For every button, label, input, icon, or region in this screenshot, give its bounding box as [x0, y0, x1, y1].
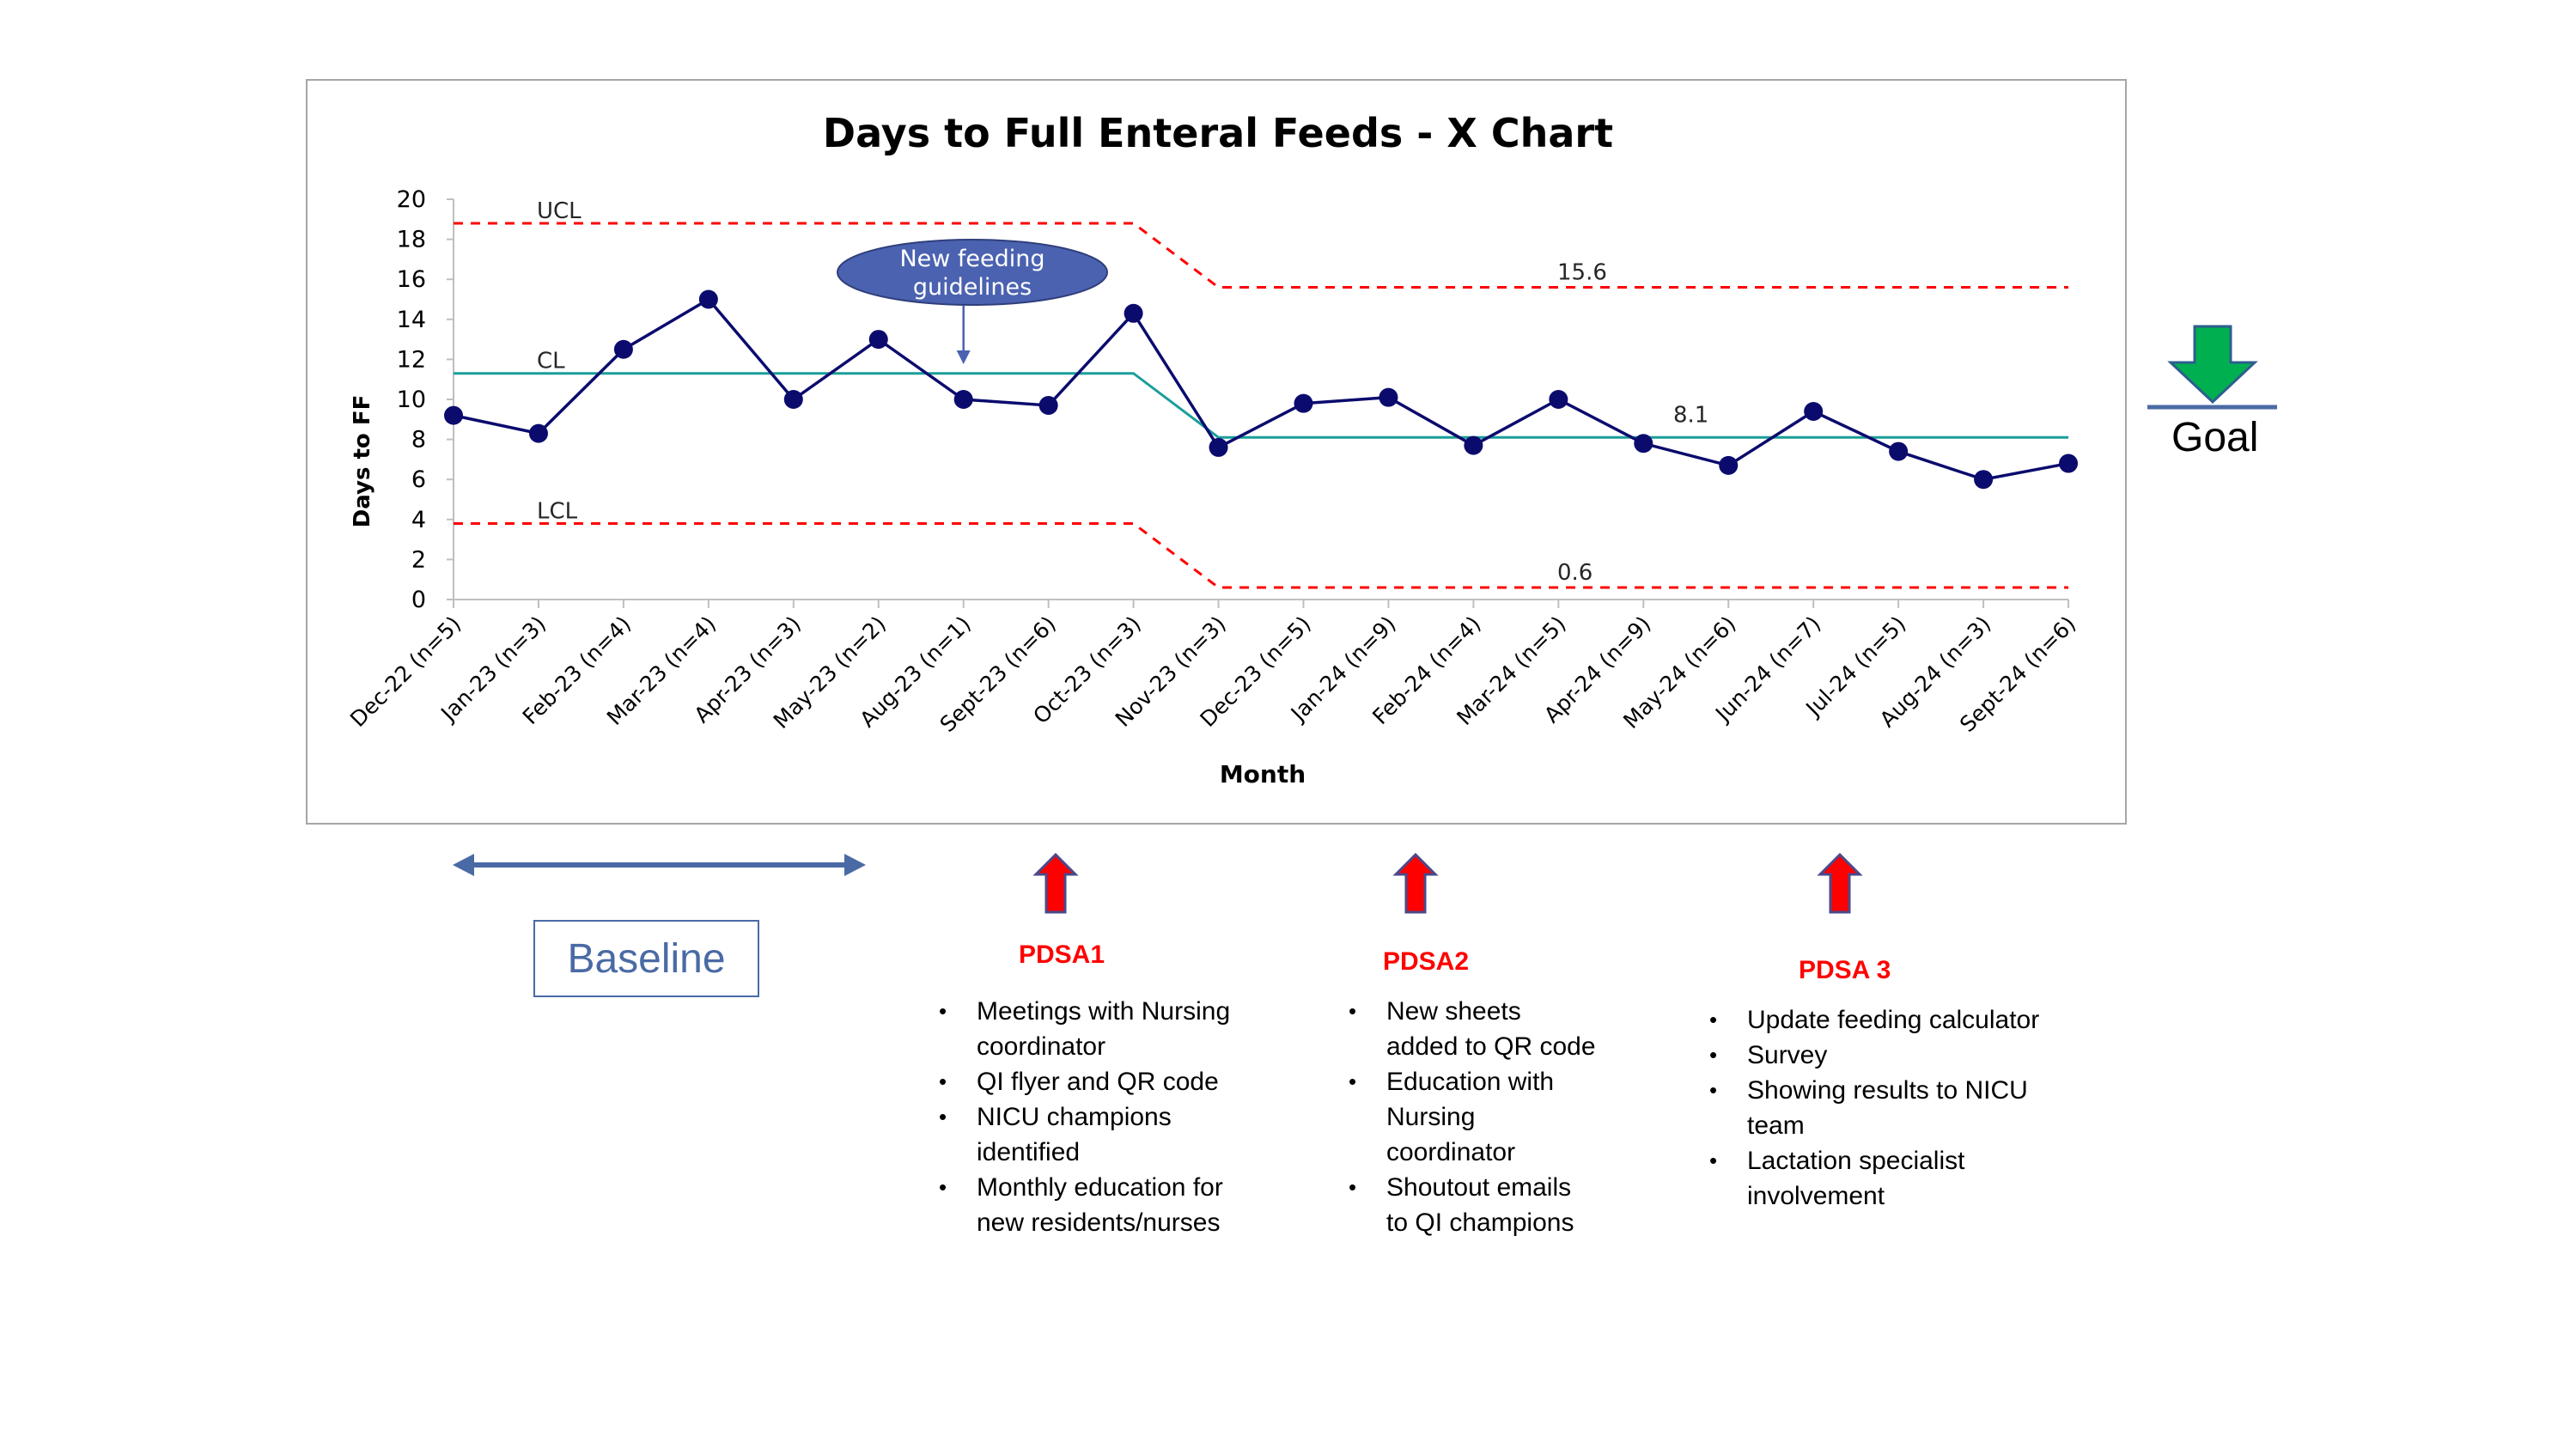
ucl-line — [454, 222, 2069, 289]
list-item: Shoutout emails to QI champions — [1349, 1170, 1598, 1240]
y-tick-label: 0 — [411, 587, 426, 613]
cl-label: CL — [537, 349, 565, 374]
pdsa3-title: PDSA 3 — [1799, 956, 1891, 984]
data-series — [444, 289, 2079, 490]
y-tick-label: 2 — [411, 546, 426, 573]
chart-frame: Days to Full Enteral Feeds - X Chart 0 2 4… — [306, 79, 2127, 825]
y-tick-label: 20 — [397, 186, 426, 213]
list-item: Meetings with Nursing coordinator — [939, 994, 1248, 1064]
data-point — [1209, 437, 1228, 457]
data-point — [1889, 441, 1909, 461]
pdsa3-list: Update feeding calculator Survey Showing… — [1709, 1002, 2053, 1214]
y-tick-label: 14 — [397, 307, 426, 333]
lcl-label: LCL — [537, 498, 578, 524]
data-point — [1379, 387, 1398, 407]
list-item: NICU champions identified — [939, 1099, 1248, 1170]
data-point — [698, 289, 718, 309]
annotation-text-line1: New feeding — [899, 246, 1044, 272]
data-point — [444, 405, 463, 425]
pdsa1-arrow-icon — [1032, 852, 1079, 914]
data-point — [1464, 435, 1483, 455]
ucl-value-label: 15.6 — [1557, 260, 1607, 286]
data-point — [868, 330, 888, 350]
baseline-label: Baseline — [533, 920, 759, 997]
list-item: New sheets added to QR code — [1349, 994, 1598, 1064]
control-chart: Days to Full Enteral Feeds - X Chart 0 2 4… — [345, 110, 2080, 788]
ucl-label: UCL — [537, 198, 582, 224]
y-tick-label: 8 — [411, 427, 426, 454]
lcl-value-label: 0.6 — [1557, 560, 1592, 586]
pdsa2-title: PDSA2 — [1383, 947, 1470, 976]
lcl-line — [454, 521, 2069, 589]
data-point — [1124, 303, 1143, 323]
cl-value-label: 8.1 — [1673, 402, 1708, 428]
pdsa1-title: PDSA1 — [1019, 941, 1105, 969]
data-point — [528, 423, 548, 443]
y-tick-label: 10 — [397, 387, 426, 413]
annotation-pointer-head — [956, 350, 971, 364]
data-point — [953, 390, 973, 409]
list-item: Education with Nursing coordinator — [1349, 1064, 1598, 1170]
goal-down-arrow-icon — [2147, 325, 2277, 410]
control-limits: UCL CL LCL 15.6 8.1 0.6 — [454, 198, 2069, 589]
data-point — [1634, 434, 1653, 454]
pdsa2-arrow-icon — [1392, 852, 1439, 914]
data-point — [1974, 470, 1994, 490]
data-point — [1294, 393, 1313, 413]
pdsa1-list: Meetings with Nursing coordinator QI fly… — [939, 994, 1248, 1240]
list-item: Lactation specialist involvement — [1709, 1143, 2053, 1214]
series-line — [453, 297, 2069, 482]
x-axis-label: Month — [1220, 760, 1306, 788]
y-axis: 0 2 4 6 8 10 12 14 16 18 20 — [397, 186, 454, 613]
data-point — [783, 390, 803, 409]
baseline-double-arrow — [453, 854, 866, 876]
data-point — [1038, 395, 1058, 415]
y-tick-label: 4 — [411, 507, 426, 533]
data-point — [1804, 401, 1824, 421]
list-item: Update feeding calculator — [1709, 1002, 2053, 1038]
pdsa2-list: New sheets added to QR code Education wi… — [1349, 994, 1598, 1240]
y-tick-label: 18 — [397, 227, 426, 253]
data-point — [1719, 455, 1739, 475]
y-tick-label: 6 — [411, 466, 426, 493]
cl-line — [454, 372, 2069, 439]
list-item: Survey — [1709, 1038, 2053, 1073]
y-axis-label: Days to FF — [350, 395, 375, 528]
data-point — [2059, 454, 2079, 473]
y-tick-label: 12 — [397, 346, 426, 373]
chart-title: Days to Full Enteral Feeds - X Chart — [823, 110, 1613, 156]
annotation-text-line2: guidelines — [913, 274, 1032, 301]
list-item: Monthly education for new residents/nurs… — [939, 1170, 1248, 1240]
list-item: QI flyer and QR code — [939, 1064, 1248, 1099]
y-tick-label: 16 — [397, 266, 426, 293]
data-point — [613, 339, 633, 359]
goal-label: Goal — [2171, 415, 2259, 460]
pdsa3-arrow-icon — [1817, 852, 1863, 914]
annotation-bubble — [837, 239, 1108, 306]
data-point — [1549, 390, 1568, 409]
list-item: Showing results to NICU team — [1709, 1073, 2053, 1143]
